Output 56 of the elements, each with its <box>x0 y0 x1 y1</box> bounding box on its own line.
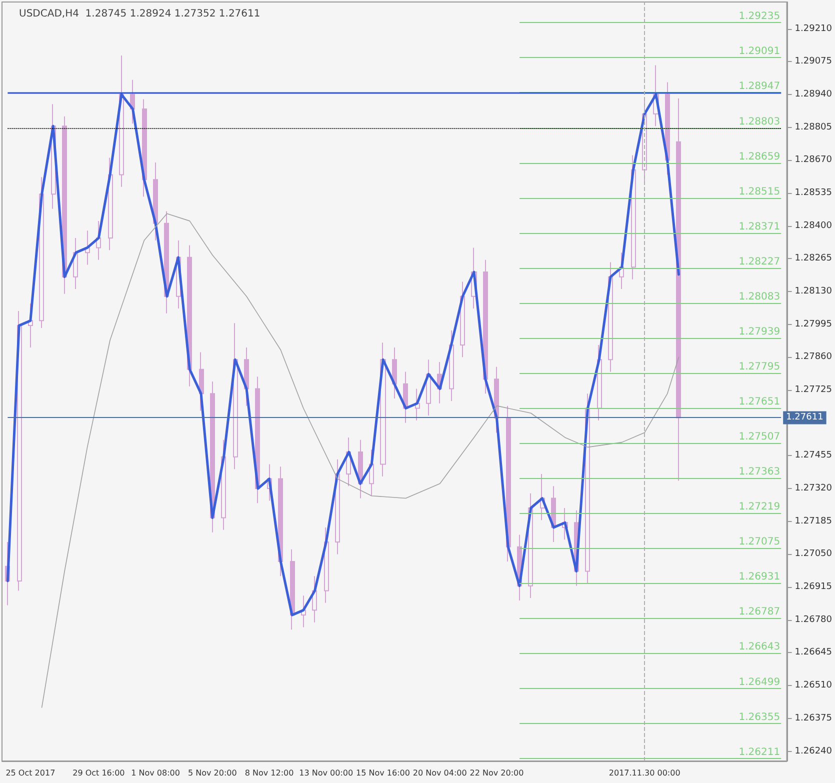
ref-line-label: 1.27219 <box>738 502 780 513</box>
y-tick-label: 1.28805 <box>794 122 832 132</box>
y-tick-label: 1.28535 <box>794 188 832 198</box>
ref-line-label: 1.28227 <box>738 256 780 268</box>
y-tick-label: 1.26915 <box>794 582 832 592</box>
x-tick-label: 15 Nov 16:00 <box>356 768 410 778</box>
ref-line-label: 1.28371 <box>738 221 780 232</box>
y-tick-label: 1.26375 <box>794 713 832 724</box>
ref-line-label: 1.26499 <box>738 676 780 688</box>
x-tick-label: 13 Nov 00:00 <box>299 768 354 778</box>
y-tick-label: 1.26510 <box>794 680 832 691</box>
ref-line-label: 1.28083 <box>738 291 780 302</box>
y-tick-label: 1.27860 <box>794 352 832 362</box>
x-tick-label: 5 Nov 20:00 <box>188 768 237 778</box>
y-tick-label: 1.26780 <box>794 614 832 625</box>
y-tick-label: 1.27050 <box>794 549 832 560</box>
y-tick-label: 1.28940 <box>794 89 832 100</box>
y-tick-label: 1.26240 <box>794 746 832 756</box>
x-tick-label: 29 Oct 16:00 <box>72 768 125 778</box>
ref-line-label: 1.27939 <box>738 326 780 338</box>
y-tick-label: 1.27995 <box>794 319 832 330</box>
y-tick-label: 1.28400 <box>794 220 832 231</box>
y-tick-label: 1.29075 <box>794 56 832 67</box>
x-tick-label: 20 Nov 04:00 <box>412 768 467 778</box>
x-tick-label: 1 Nov 08:00 <box>131 768 180 778</box>
ref-line-label: 1.28803 <box>738 116 780 128</box>
y-tick-label: 1.28265 <box>794 254 832 264</box>
ref-line-label: 1.27651 <box>738 396 780 408</box>
y-tick-label: 1.28130 <box>794 286 832 296</box>
ref-line-label: 1.28947 <box>738 81 780 92</box>
x-tick-label: 8 Nov 12:00 <box>244 768 294 778</box>
y-tick-label: 1.27320 <box>794 484 832 494</box>
ref-line-label: 1.28515 <box>738 186 780 198</box>
ref-line-label: 1.26931 <box>738 572 780 583</box>
ref-line-label: 1.26211 <box>738 746 780 758</box>
y-tick-label: 1.28670 <box>794 155 832 166</box>
ref-line-label: 1.27363 <box>738 466 780 478</box>
y-tick-label: 1.29210 <box>794 24 832 34</box>
ref-line-label: 1.29235 <box>738 11 780 22</box>
y-tick-label: 1.27725 <box>794 385 832 396</box>
x-tick-label: 22 Nov 20:00 <box>470 768 524 778</box>
ref-line-label: 1.27507 <box>738 432 780 443</box>
ref-line-label: 1.27075 <box>738 536 780 548</box>
y-tick-label: 1.27185 <box>794 516 832 526</box>
ref-line-label: 1.28659 <box>738 151 780 162</box>
ref-line-label: 1.27795 <box>738 361 780 372</box>
ref-line-label: 1.26355 <box>738 712 780 723</box>
ref-line-label: 1.29091 <box>738 46 780 58</box>
text: USDCAD,H4 1.28745 1.28924 1.27352 1.27611 <box>19 8 260 20</box>
ref-line-label: 1.26643 <box>738 642 780 653</box>
y-tick-label: 1.26645 <box>794 648 832 658</box>
x-tick-label: 2017.11.30 00:00 <box>608 768 680 778</box>
ref-line-label: 1.27611 <box>786 412 824 423</box>
ref-line-label: 1.26787 <box>738 606 780 618</box>
x-tick-label: 25 Oct 2017 <box>6 768 56 778</box>
y-tick-label: 1.27455 <box>794 450 832 461</box>
